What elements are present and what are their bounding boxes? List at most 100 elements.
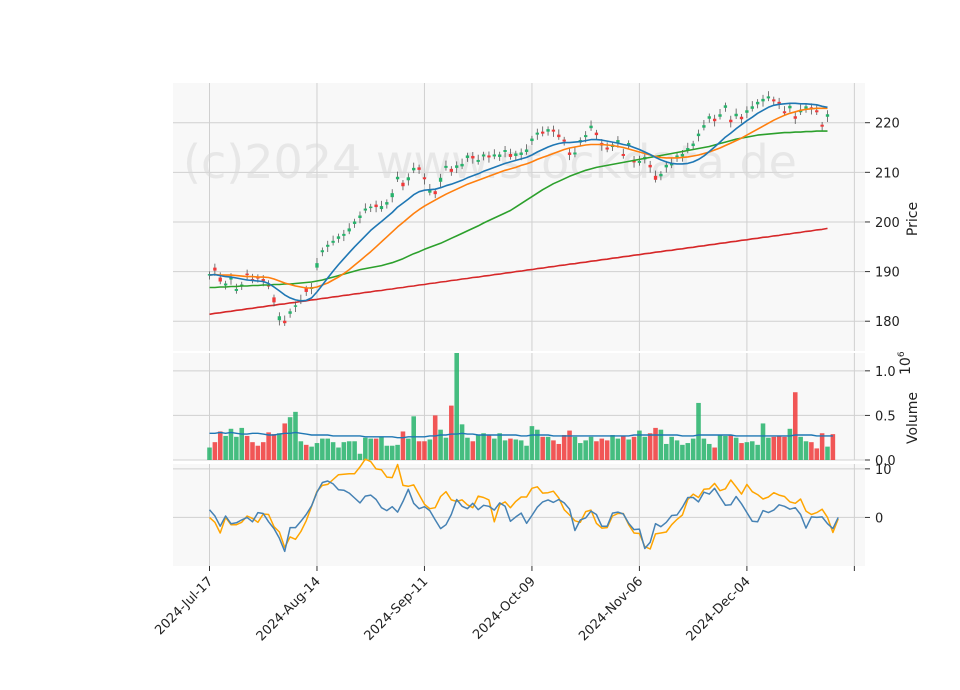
candle-body [696, 133, 701, 137]
candle-body [584, 135, 588, 138]
ma-short-line [209, 102, 828, 302]
volume-bar [658, 429, 664, 460]
candle-body [567, 152, 572, 155]
candle-body [422, 177, 427, 180]
ma-mid-line [209, 107, 828, 289]
volume-bar [432, 415, 438, 460]
volume-bar [330, 442, 336, 460]
candle-body [358, 215, 362, 218]
volume-bar [282, 423, 288, 460]
candle-body [487, 155, 491, 158]
candle-body [621, 153, 625, 156]
candle-body [766, 96, 771, 99]
candle-body [734, 113, 738, 117]
volume-bar [690, 438, 696, 460]
volume-bar [749, 441, 755, 460]
candle-body [213, 267, 217, 271]
candle-body [320, 250, 325, 253]
volume-bar [733, 437, 739, 460]
candle-body [750, 106, 754, 109]
volume-axis-label: Volume [905, 392, 921, 444]
candle-body [395, 176, 400, 180]
volume-bar [277, 433, 282, 460]
moving-average-lines [209, 102, 828, 302]
candle-body [223, 283, 228, 286]
volume-bar [642, 436, 648, 460]
volume-bar [422, 441, 427, 460]
volume-bar [373, 438, 379, 460]
volume-bar [266, 432, 271, 460]
volume-bar [787, 428, 793, 460]
volume-bar [271, 434, 277, 460]
volume-bar [524, 445, 529, 460]
candle-body [465, 155, 470, 158]
volume-bar [287, 417, 293, 460]
x-tick-label: 2024-Aug-14 [254, 574, 324, 644]
candle-body [277, 316, 282, 321]
volume-bar [207, 447, 212, 460]
volume-bar [502, 440, 508, 460]
price-tick-label: 180 [875, 315, 900, 330]
candle-body [659, 173, 663, 177]
candle-body [503, 150, 507, 152]
volume-bar [465, 437, 470, 460]
candle-body [498, 154, 502, 157]
volume-bar [325, 438, 331, 460]
price-tick-label: 190 [875, 266, 900, 281]
volume-bar [696, 402, 701, 460]
volume-bar [621, 435, 626, 460]
volume-bar [416, 441, 422, 460]
oscillator-tick-label: 0 [875, 511, 883, 526]
candle-body [541, 131, 545, 134]
volume-bar [680, 444, 685, 460]
candle-body [788, 105, 792, 109]
candle-body [272, 297, 276, 303]
volume-bar [352, 441, 357, 460]
candle-body [449, 168, 453, 172]
volume-bar [346, 441, 352, 460]
candle-body [782, 111, 787, 114]
candle-body [745, 110, 749, 113]
candle-body [626, 143, 631, 146]
candle-body [535, 132, 539, 135]
volume-bar [228, 428, 234, 460]
candle-body [363, 208, 368, 211]
volume-bar [798, 436, 803, 460]
candle-body [761, 98, 765, 102]
candle-body [594, 132, 599, 136]
candle-body [417, 167, 421, 170]
x-tick-label: 2024-Dec-04 [684, 574, 754, 644]
volume-bar [260, 442, 266, 460]
candle-body [293, 305, 298, 307]
volume-bar [363, 437, 368, 460]
volume-bar [583, 440, 588, 460]
volume-bar [368, 438, 374, 460]
volume-bar [217, 431, 223, 460]
volume-bar [717, 435, 723, 460]
volume-bar [653, 427, 658, 460]
candle-body [664, 164, 668, 168]
candle-body [336, 236, 341, 239]
candle-body [793, 116, 797, 119]
volume-bar [599, 438, 605, 460]
volume-bar [669, 436, 674, 460]
volume-bar [454, 353, 459, 460]
price-tick-label: 210 [875, 166, 900, 181]
volume-bar [244, 435, 250, 460]
candle-body [385, 202, 389, 205]
candle-body [438, 177, 443, 182]
volume-bar [459, 424, 465, 460]
volume-bar [809, 442, 814, 460]
volume-bar [518, 440, 524, 460]
oscillator-tick-label: 10 [875, 463, 892, 478]
candle-body [401, 182, 405, 187]
volume-bar [239, 427, 245, 460]
volume-bar [755, 444, 760, 460]
candle-body [234, 288, 239, 291]
candle-body [331, 240, 335, 243]
volume-bar [303, 444, 309, 460]
volume-bar [223, 435, 228, 460]
volume-bar [389, 445, 395, 460]
